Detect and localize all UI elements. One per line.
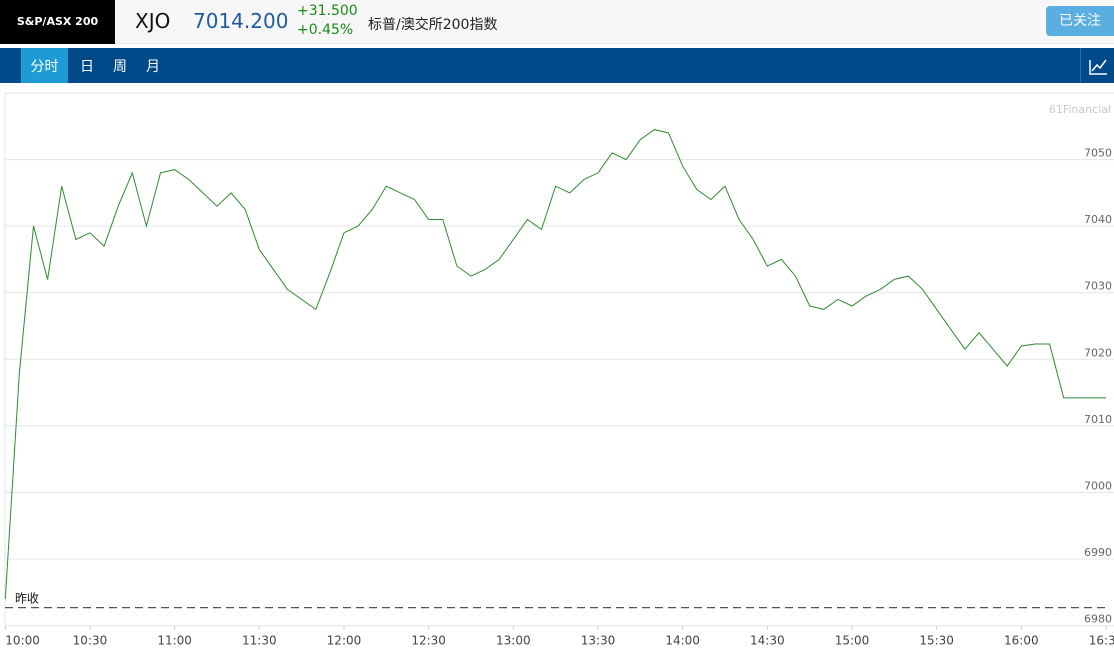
chart-icon[interactable] — [1080, 48, 1114, 83]
x-tick-label: 10:00 — [5, 634, 40, 648]
tab-bar: 分时日 周 月 — [0, 48, 1114, 83]
symbol: XJO — [135, 9, 171, 33]
change-percent: +0.45% — [297, 22, 354, 38]
change: +31.500 — [297, 3, 358, 19]
prev-close-label: 昨收 — [15, 592, 39, 606]
x-tick-label: 10:30 — [73, 634, 108, 648]
chart-icon-svg — [1089, 59, 1107, 75]
x-tick-label: 13:30 — [581, 634, 616, 648]
x-tick-label: 15:00 — [835, 634, 870, 648]
follow-button[interactable]: 已关注 — [1046, 6, 1114, 36]
y-tick-label: 6980 — [1084, 613, 1112, 626]
price-line — [4, 129, 1106, 600]
x-tick-label: 14:30 — [750, 634, 785, 648]
y-tick-label: 7010 — [1084, 413, 1112, 426]
x-tick-label: 15:30 — [919, 634, 954, 648]
x-tick-label: 11:30 — [242, 634, 277, 648]
y-tick-label: 7030 — [1084, 280, 1112, 293]
y-tick-label: 7040 — [1084, 213, 1112, 226]
x-tick-label: 12:00 — [327, 634, 362, 648]
tab[interactable]: 日 — [80, 59, 94, 75]
price: 7014.200 — [193, 9, 289, 33]
x-tick-label: 14:00 — [665, 634, 700, 648]
y-tick-label: 7000 — [1084, 479, 1112, 492]
tab[interactable]: 周 — [113, 59, 127, 75]
header: S&P/ASX 200 XJO 7014.200 +31.500 +0.45% … — [0, 0, 1114, 44]
x-tick-label: 13:00 — [496, 634, 531, 648]
icon-axis — [1089, 60, 1107, 75]
y-tick-label: 6990 — [1084, 546, 1112, 559]
chart: 61Financial 6980 6990 7000 7010 7020 7030 7040… — [4, 92, 1114, 648]
x-tick-label: 11:00 — [157, 634, 192, 648]
index-name: 标普/澳交所200指数 — [368, 17, 498, 33]
index-badge: S&P/ASX 200 — [0, 0, 115, 44]
x-tick-label: 16:00 — [1004, 634, 1039, 648]
watermark: 61Financial — [1049, 103, 1111, 116]
tab[interactable]: 分时 — [21, 48, 68, 83]
y-tick-label: 7050 — [1084, 147, 1112, 160]
x-tick-label: 16:30 — [1089, 634, 1114, 648]
y-tick-label: 7020 — [1084, 346, 1112, 359]
tab[interactable]: 月 — [146, 59, 160, 75]
x-tick-label: 12:30 — [411, 634, 446, 648]
icon-line — [1091, 59, 1107, 72]
